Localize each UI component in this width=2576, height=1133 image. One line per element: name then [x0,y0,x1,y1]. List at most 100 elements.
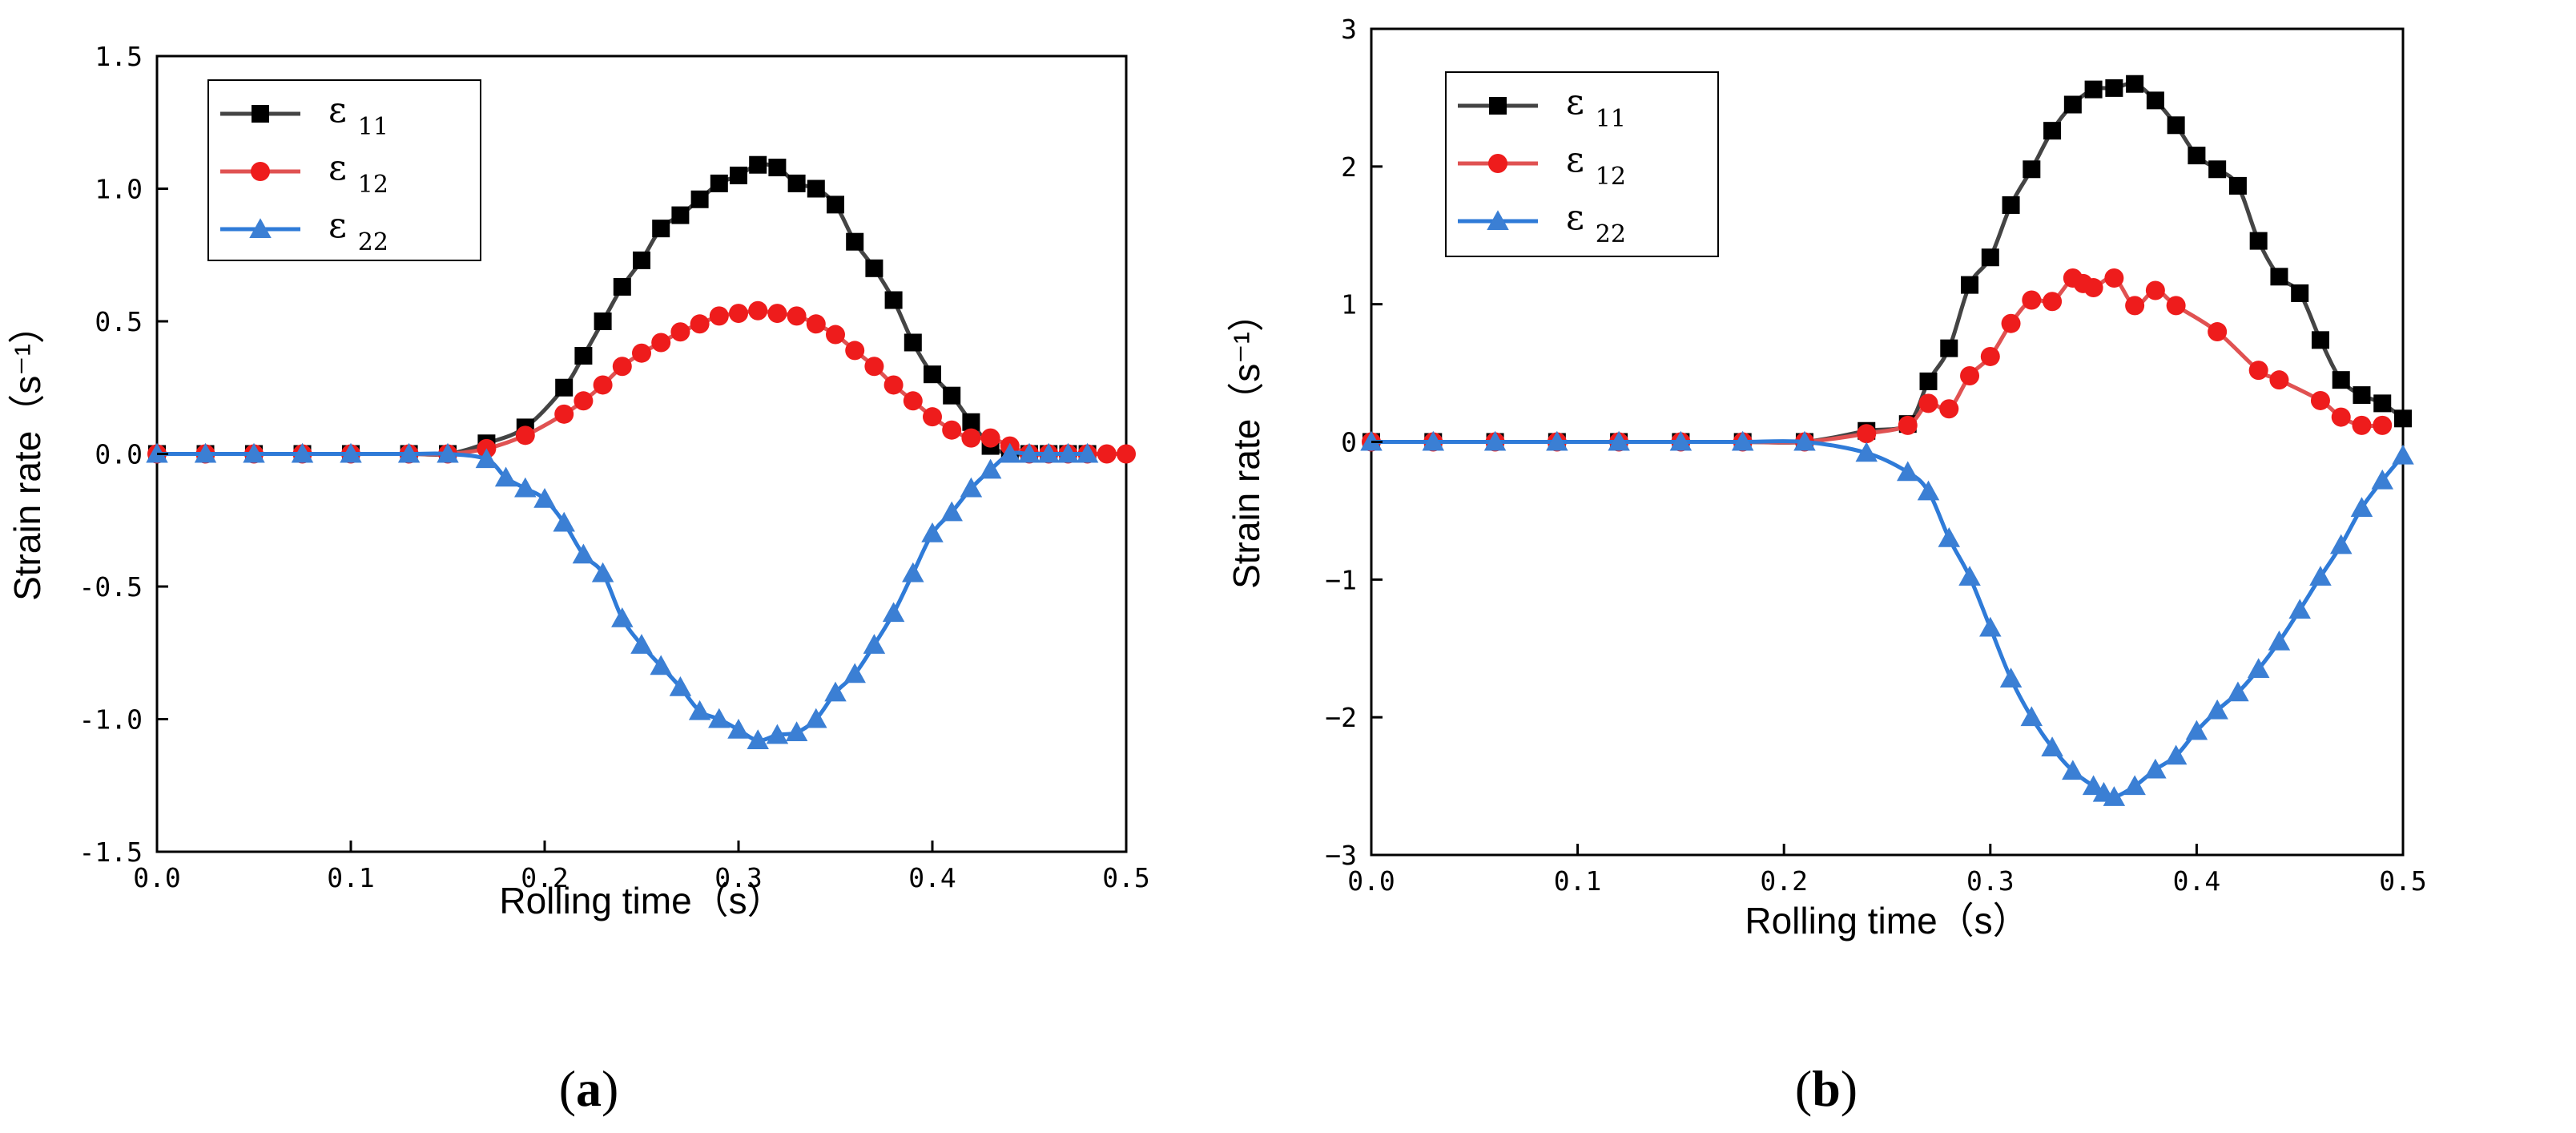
x-axis-title: Rolling time（s） [499,880,783,921]
data-point-22 [2247,658,2270,679]
data-point-22 [1897,461,1919,482]
data-point-22 [2082,775,2105,796]
data-point-12 [980,428,1000,448]
data-point-22 [533,488,556,508]
data-point-22 [727,718,750,739]
data-point-22 [291,442,314,463]
data-point-22 [2020,706,2043,727]
y-axis-title: Strain rate（s⁻¹） [1226,295,1267,589]
data-point-22 [824,681,847,702]
data-point-11 [2291,284,2309,302]
data-point-12 [864,357,884,377]
legend-label: ε 22 [1566,197,1626,248]
data-point-22 [2164,744,2188,765]
tick-layer: 0.0 0.1 0.2 0.3 0.4 0.5 −3 −2 −1 0 1 2 3 [1325,14,2427,897]
data-point-12 [2269,370,2289,390]
legend-label: ε 11 [1566,82,1626,133]
caption-close: ) [1841,1060,1858,1117]
data-point-22 [1793,430,1816,451]
data-point-11 [962,413,980,431]
tick-layer: 0.0 0.1 0.2 0.3 0.4 0.5 -1.5 -1.0 -0.5 0.0 0.5 1.0 1… [79,41,1150,893]
data-point-22 [960,477,983,498]
data-point-12 [2331,407,2351,427]
data-point-22 [1422,430,1445,451]
data-point-12 [554,404,574,424]
legend: ε 11 ε 12 ε 22 [207,79,481,261]
y-tick-label: 1 [1341,289,1357,321]
panel-b: 0.0 0.1 0.2 0.3 0.4 0.5 −3 −2 −1 0 1 2 3 ε 11 ε 12 ε 22 R… [1226,14,2427,1117]
series-line-12 [1371,275,2383,445]
data-point-12 [593,375,613,395]
data-point-11 [1981,248,1999,267]
data-point-11 [574,347,593,365]
y-tick-label: 3 [1341,14,1357,45]
data-point-12 [2352,415,2372,435]
data-point-22 [1938,527,1961,547]
x-tick-label: 0.5 [1102,862,1150,893]
data-point-22 [611,607,634,627]
data-point-22 [708,708,731,728]
data-point-12 [612,357,632,377]
data-point-22 [1669,430,1693,451]
data-point-12 [574,391,594,411]
data-point-12 [767,304,787,324]
data-point-11 [2188,147,2206,165]
data-point-22 [437,442,459,463]
x-axis-title: Rolling time（s） [1745,900,2029,941]
data-point-11 [2105,79,2123,97]
data-point-11 [730,166,747,184]
data-point-12 [748,300,768,321]
data-point-11 [943,386,961,405]
legend-marker [251,162,270,181]
data-point-11 [613,277,631,296]
data-point-12 [670,322,690,342]
data-point-22 [2123,775,2146,796]
y-tick-label: 1.0 [95,174,143,205]
data-point-11 [2353,386,2371,405]
data-point-12 [2248,361,2268,381]
legend-marker [1487,210,1509,230]
data-point-11 [846,232,864,251]
data-point-22 [243,442,265,463]
y-tick-label: 0 [1341,427,1357,458]
data-point-22 [630,634,653,654]
panel-caption: (b) [1795,1060,1858,1117]
data-point-22 [572,543,595,564]
data-point-11 [2002,196,2020,214]
data-point-22 [397,442,421,463]
data-point-11 [2023,160,2041,179]
panel-a: 0.0 0.1 0.2 0.3 0.4 0.5 -1.5 -1.0 -0.5 0.0 0.5 1.0 1… [6,41,1150,1117]
data-point-22 [999,442,1021,463]
data-point-22 [863,634,886,654]
x-tick-label: 0.2 [1760,865,1808,897]
data-point-12 [961,428,981,448]
data-point-11 [2126,75,2144,93]
y-tick-label: -0.5 [79,571,143,603]
data-point-22 [669,676,692,696]
data-point-22 [1057,442,1080,463]
data-point-12 [1898,415,1918,435]
data-point-12 [2001,313,2021,333]
data-point-11 [2063,95,2082,114]
data-point-11 [555,378,574,397]
data-point-22 [979,458,1002,479]
data-point-11 [2167,116,2185,135]
x-tick-label: 0.3 [714,862,763,893]
data-point-11 [671,206,690,224]
data-point-22 [805,708,827,728]
data-point-11 [2043,122,2062,140]
data-point-22 [1608,430,1630,451]
data-point-22 [882,602,905,623]
data-point-12 [2083,278,2103,298]
data-point-11 [594,312,612,330]
y-tick-label: 0.5 [95,306,143,337]
y-tick-label: -1.0 [79,704,143,736]
data-point-11 [749,155,767,174]
data-point-22 [940,501,963,522]
data-point-12 [2373,415,2393,435]
x-tick-label: 0.2 [521,862,569,893]
data-point-12 [2043,292,2063,312]
data-point-22 [766,724,789,744]
data-point-22 [591,562,614,583]
